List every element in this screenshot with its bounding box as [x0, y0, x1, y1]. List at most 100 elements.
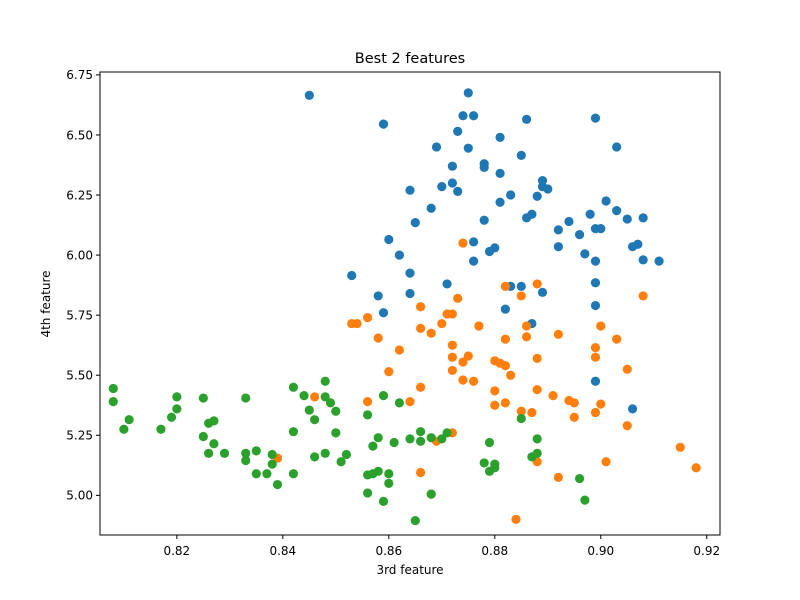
- data-point-series2: [384, 367, 394, 377]
- data-point-series1: [622, 214, 632, 224]
- data-point-series3: [378, 496, 389, 506]
- data-point-series3: [532, 434, 542, 444]
- data-point-series2: [500, 398, 510, 408]
- data-point-series1: [463, 143, 473, 153]
- data-point-series3: [267, 449, 277, 460]
- data-point-series1: [601, 196, 611, 206]
- data-point-series1: [378, 119, 389, 129]
- data-point-series2: [532, 279, 542, 289]
- data-point-series3: [426, 433, 436, 443]
- data-point-series1: [453, 186, 463, 197]
- data-point-series2: [500, 361, 510, 371]
- data-point-series1: [410, 218, 420, 228]
- x-tick-label: 0.82: [163, 544, 190, 558]
- data-point-series2: [416, 323, 426, 333]
- data-point-series1: [516, 281, 526, 291]
- data-point-series1: [553, 242, 563, 252]
- data-point-series1: [495, 168, 505, 178]
- data-point-series2: [553, 472, 563, 482]
- data-point-series3: [363, 488, 373, 498]
- data-point-series1: [468, 111, 479, 121]
- data-point-series3: [198, 393, 208, 403]
- data-point-series2: [453, 293, 463, 303]
- data-point-series1: [638, 255, 648, 265]
- data-point-series2: [405, 397, 415, 407]
- plot-frame: [99, 71, 721, 536]
- data-point-series1: [590, 376, 601, 386]
- data-point-series2: [590, 407, 601, 418]
- data-point-series3: [209, 439, 219, 449]
- data-point-series3: [437, 434, 447, 444]
- y-tick-label: 5.25: [66, 429, 93, 443]
- data-point-series2: [548, 391, 558, 401]
- data-point-series3: [204, 448, 214, 458]
- data-point-series2: [500, 334, 510, 344]
- data-point-series2: [532, 353, 542, 363]
- data-point-series2: [527, 407, 537, 418]
- data-point-series3: [532, 448, 542, 458]
- data-point-series2: [458, 375, 468, 385]
- data-point-series3: [426, 489, 436, 499]
- data-point-series2: [426, 328, 436, 338]
- data-point-series2: [468, 376, 479, 386]
- data-point-series3: [299, 391, 309, 401]
- data-point-series3: [288, 382, 299, 392]
- data-point-series2: [437, 318, 447, 329]
- data-point-series1: [590, 256, 601, 266]
- data-point-series3: [320, 448, 330, 458]
- data-point-series1: [431, 142, 442, 152]
- data-point-series1: [378, 308, 389, 318]
- data-point-series2: [394, 345, 404, 355]
- x-tick-label: 0.92: [693, 544, 720, 558]
- data-point-series2: [638, 291, 648, 301]
- data-point-series3: [410, 515, 420, 526]
- y-tick-label: 5.50: [66, 369, 93, 383]
- data-point-series1: [574, 230, 585, 240]
- data-point-series1: [442, 279, 452, 289]
- data-point-series3: [262, 469, 272, 479]
- data-point-series3: [119, 424, 129, 434]
- y-tick-label: 6.25: [66, 188, 93, 202]
- data-point-series1: [479, 215, 489, 225]
- data-point-series1: [304, 90, 314, 100]
- data-point-series2: [447, 340, 457, 350]
- data-point-series1: [373, 291, 383, 301]
- data-point-series2: [590, 342, 601, 353]
- y-tick-label: 5.75: [66, 308, 93, 322]
- data-point-series1: [654, 256, 664, 266]
- data-point-series3: [331, 428, 341, 438]
- data-point-series2: [373, 333, 383, 343]
- data-point-series3: [394, 398, 404, 408]
- data-point-series3: [310, 415, 320, 425]
- data-point-series1: [564, 216, 574, 227]
- data-point-series1: [447, 161, 457, 171]
- points-layer: [108, 88, 701, 526]
- data-point-series2: [416, 382, 426, 392]
- data-point-series3: [108, 397, 118, 407]
- y-tick-label: 6.00: [66, 248, 93, 262]
- data-point-series1: [384, 234, 394, 245]
- data-point-series1: [590, 113, 601, 123]
- data-point-series1: [590, 278, 601, 288]
- data-point-series3: [416, 436, 426, 446]
- data-point-series3: [172, 404, 182, 414]
- data-point-series3: [124, 415, 134, 425]
- data-point-series3: [198, 431, 208, 442]
- data-point-series2: [612, 334, 622, 344]
- data-point-series3: [442, 428, 452, 438]
- data-point-series3: [241, 448, 251, 458]
- data-point-series1: [453, 126, 463, 136]
- data-point-series3: [288, 427, 299, 437]
- data-point-series3: [267, 459, 277, 469]
- data-point-series3: [251, 446, 261, 456]
- data-point-series1: [468, 237, 479, 247]
- data-point-series1: [468, 256, 479, 266]
- data-point-series1: [405, 268, 415, 278]
- y-axis: 5.00 5.25 5.50 5.75 6.00 6.25 6.50 6.75: [66, 68, 100, 503]
- data-point-series3: [241, 455, 251, 466]
- data-point-series3: [241, 393, 251, 403]
- data-point-series3: [373, 433, 383, 443]
- data-point-series2: [363, 312, 373, 323]
- data-point-series1: [479, 162, 489, 172]
